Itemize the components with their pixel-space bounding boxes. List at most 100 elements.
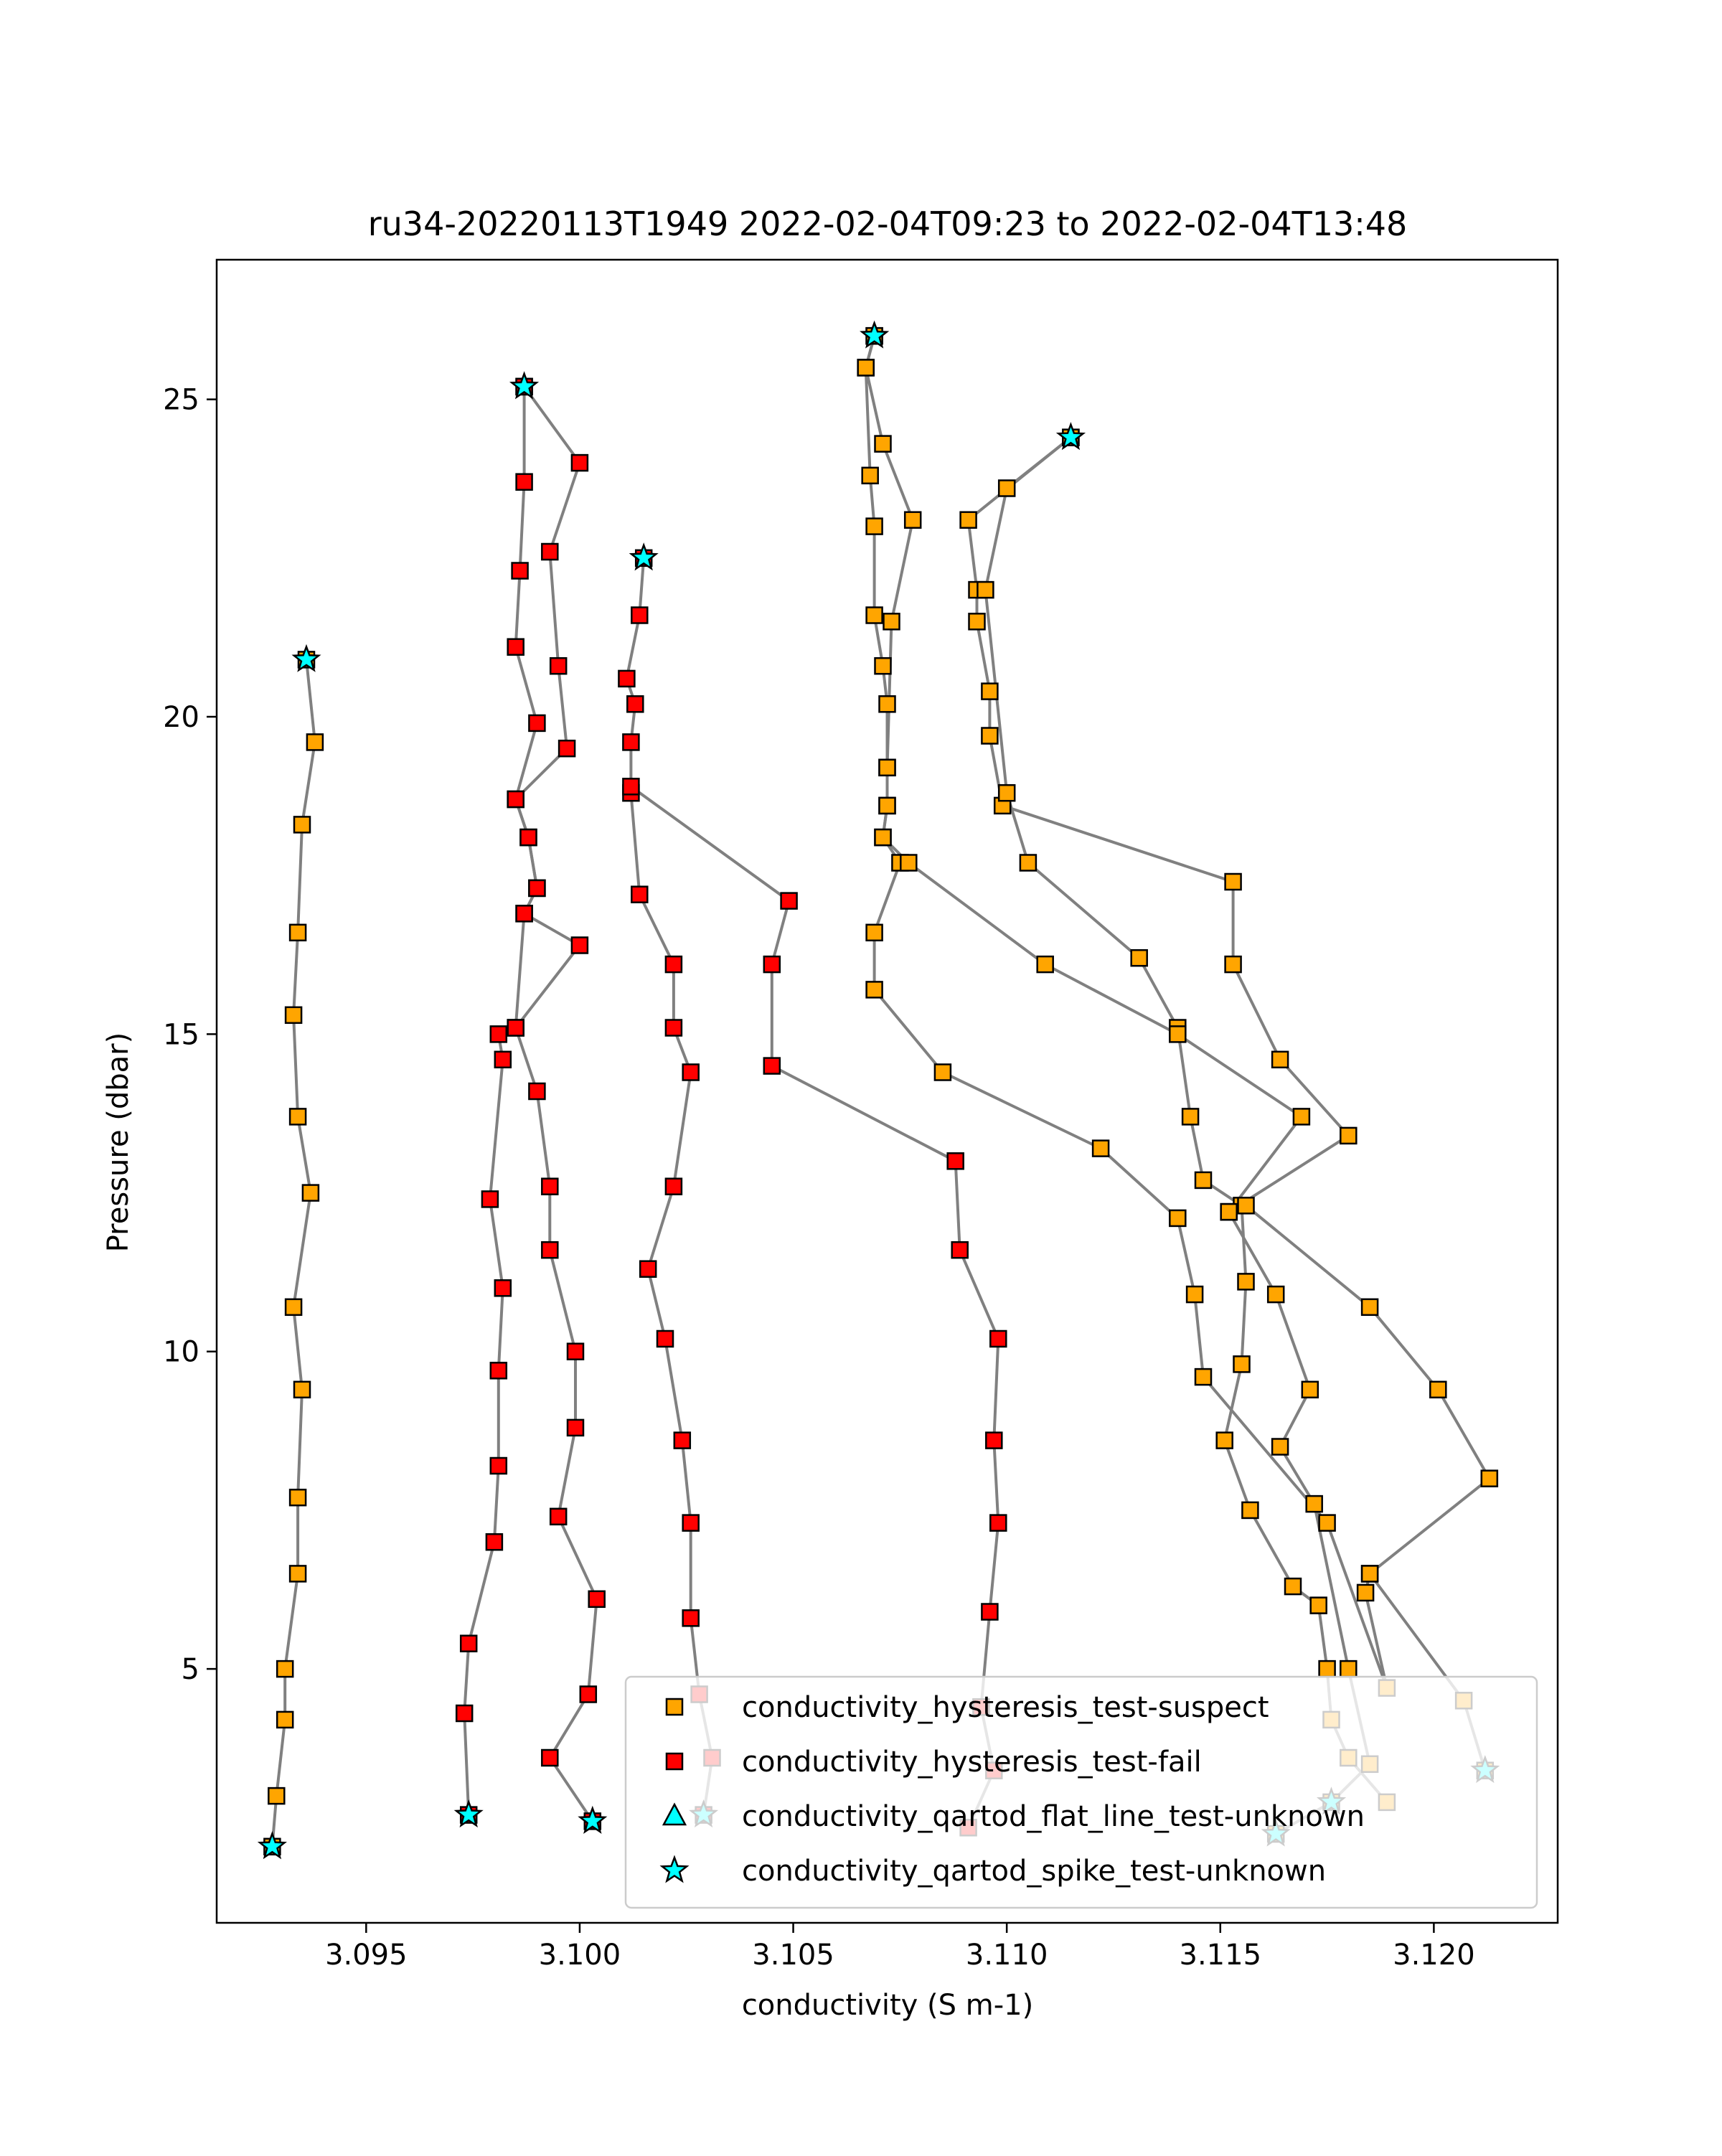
- fail-point: [515, 905, 533, 923]
- suspect-point: [1241, 1501, 1259, 1520]
- suspect-point: [1271, 1050, 1289, 1069]
- fail-point: [541, 1241, 559, 1259]
- suspect-point: [288, 923, 307, 942]
- spike-unknown-point: [509, 371, 540, 400]
- fail-point: [541, 1177, 559, 1195]
- suspect-point: [1301, 1380, 1319, 1399]
- fail-point: [981, 1603, 999, 1621]
- suspect-point: [1318, 1514, 1336, 1532]
- suspect-point: [1036, 955, 1054, 974]
- suspect-point: [1237, 1273, 1255, 1291]
- suspect-point: [878, 758, 896, 777]
- suspect-point: [959, 511, 977, 529]
- fail-point: [489, 1456, 508, 1475]
- fail-point: [780, 892, 798, 910]
- suspect-point: [276, 1710, 294, 1729]
- fail-point: [618, 669, 636, 688]
- fail-point: [528, 1082, 546, 1101]
- suspect-point: [288, 1108, 307, 1126]
- fail-point: [579, 1685, 598, 1703]
- profile-line: [966, 436, 1372, 1835]
- suspect-point: [1224, 955, 1242, 974]
- x-axis-label: conductivity (S m-1): [742, 1989, 1033, 2022]
- suspect-point: [861, 466, 879, 485]
- legend-label: conductivity_hysteresis_test-fail: [742, 1746, 1202, 1779]
- fail-point: [570, 453, 589, 472]
- suspect-point: [1233, 1355, 1251, 1373]
- fail-point: [515, 473, 533, 491]
- fail-point: [507, 638, 524, 656]
- fail-point: [549, 656, 568, 675]
- fail-point: [673, 1431, 692, 1449]
- suspect-point: [1360, 1298, 1379, 1317]
- suspect-point: [288, 1565, 307, 1583]
- suspect-point: [1356, 1583, 1375, 1602]
- fail-point: [682, 1063, 700, 1081]
- fail-point: [985, 1431, 1003, 1449]
- suspect-point: [1360, 1565, 1379, 1583]
- fail-point: [519, 828, 537, 847]
- spike-unknown-point: [629, 542, 659, 571]
- fail-point: [656, 1329, 674, 1348]
- y-tick-label: 25: [163, 384, 199, 417]
- legend-marker-square: [665, 1698, 684, 1716]
- suspect-point: [997, 479, 1016, 497]
- suspect-point: [301, 1184, 320, 1202]
- fail-point: [951, 1241, 969, 1259]
- suspect-point: [1266, 1285, 1285, 1304]
- suspect-point: [1305, 1494, 1323, 1513]
- fail-point: [664, 1019, 683, 1037]
- y-axis-label: Pressure (dbar): [102, 1032, 135, 1252]
- suspect-point: [1181, 1108, 1200, 1126]
- suspect-point: [1318, 1660, 1336, 1678]
- suspect-point: [883, 613, 900, 631]
- suspect-point: [977, 580, 994, 599]
- suspect-point: [1130, 948, 1148, 967]
- suspect-point: [874, 828, 892, 847]
- fail-point: [682, 1514, 700, 1532]
- fail-point: [485, 1533, 504, 1551]
- fail-point: [989, 1514, 1007, 1532]
- fail-point: [946, 1152, 964, 1170]
- fail-point: [528, 714, 546, 733]
- spike-unknown-point: [1055, 422, 1086, 451]
- x-tick-label: 3.110: [966, 1939, 1048, 1972]
- suspect-point: [981, 727, 999, 745]
- fail-point: [494, 1279, 512, 1297]
- suspect-point: [857, 359, 875, 377]
- legend-label: conductivity_qartod_spike_test-unknown: [742, 1855, 1326, 1888]
- legend-label: conductivity_qartod_flat_line_test-unkno…: [742, 1800, 1365, 1833]
- suspect-point: [1292, 1108, 1311, 1126]
- suspect-point: [284, 1298, 303, 1317]
- suspect-point: [1169, 1209, 1187, 1228]
- suspect-point: [903, 511, 922, 529]
- spike-unknown-point: [578, 1805, 608, 1834]
- fail-point: [541, 542, 559, 561]
- suspect-point: [865, 606, 883, 624]
- suspect-point: [865, 981, 883, 999]
- fail-point: [626, 695, 644, 713]
- suspect-point: [293, 816, 311, 834]
- suspect-point: [1091, 1139, 1110, 1157]
- suspect-point: [1194, 1367, 1213, 1386]
- y-tick-label: 20: [163, 701, 199, 734]
- fail-point: [557, 739, 576, 758]
- x-tick-label: 3.100: [539, 1939, 621, 1972]
- suspect-point: [306, 733, 324, 751]
- suspect-point: [1224, 872, 1242, 891]
- profile-line: [864, 335, 1487, 1771]
- fail-point: [639, 1260, 657, 1278]
- suspect-point: [1185, 1285, 1204, 1304]
- fail-point: [511, 562, 529, 580]
- suspect-point: [865, 923, 883, 942]
- fail-point: [664, 955, 683, 974]
- fail-point: [664, 1177, 683, 1195]
- profile-line: [1368, 1477, 1491, 1575]
- suspect-point: [1340, 1126, 1358, 1145]
- x-tick-label: 3.095: [325, 1939, 408, 1972]
- suspect-point: [276, 1660, 294, 1678]
- fail-point: [549, 1507, 568, 1526]
- suspect-point: [874, 435, 892, 453]
